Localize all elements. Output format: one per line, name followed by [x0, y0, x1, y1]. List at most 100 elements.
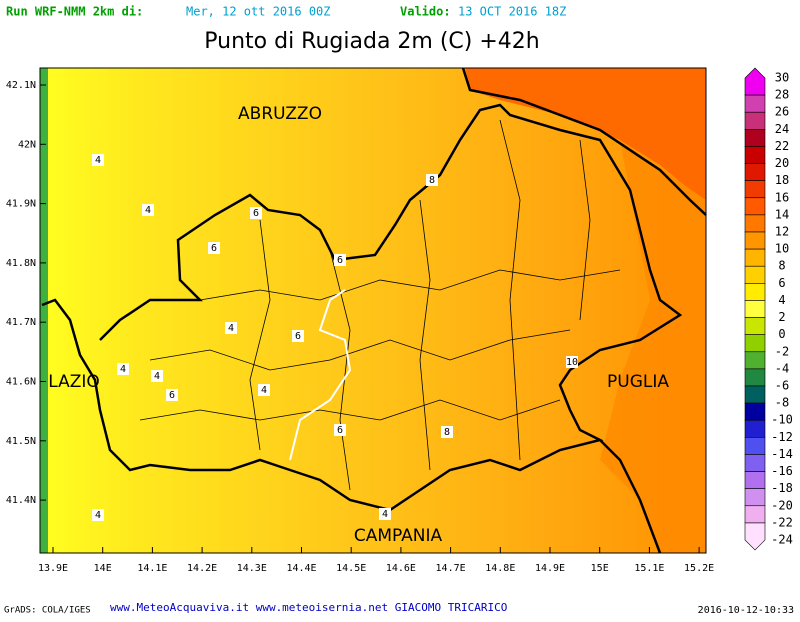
colorbar-label: -10: [771, 413, 793, 427]
colorbar-box: [744, 317, 766, 335]
colorbar-label: -20: [771, 498, 793, 512]
colorbar-box: [744, 419, 766, 438]
colorbar-label: 4: [778, 293, 785, 307]
run-label: Run WRF-NMM 2km di:: [6, 5, 143, 19]
lon-label: 14E: [94, 563, 112, 574]
contour-label: 4: [145, 205, 151, 216]
lon-label: 14.9E: [535, 563, 565, 574]
run-date: Mer, 12 ott 2016 00Z: [186, 5, 331, 19]
lon-label: 13.9E: [38, 563, 68, 574]
contour-label: 6: [211, 243, 217, 254]
field-cold: [40, 68, 48, 553]
colorbar-box: [744, 454, 766, 472]
contour-label-bg: [566, 356, 578, 368]
contour-label: 4: [95, 510, 101, 521]
colorbar-label: 28: [775, 88, 789, 102]
contour-label: 6: [253, 208, 259, 219]
lat-label: 41.9N: [6, 199, 36, 210]
colorbar-box: [744, 214, 766, 233]
region-label: CAMPANIA: [354, 526, 443, 546]
contour-label: 4: [382, 509, 388, 520]
lat-label: 42.1N: [6, 80, 36, 91]
frame: [39, 67, 707, 554]
colorbar-box: [744, 488, 766, 507]
colorbar-label: -2: [775, 344, 789, 358]
contour-label-bg: [92, 154, 104, 166]
valid-date: 13 OCT 2016 18Z: [458, 5, 566, 19]
colorbar-box: [744, 437, 766, 455]
timestamp: 2016-10-12-10:33: [698, 605, 794, 616]
contour-label: 6: [295, 331, 301, 342]
region-borders: [41, 67, 707, 554]
colorbar-box: [744, 334, 766, 353]
contour-label-bg: [142, 204, 154, 216]
colorbar-label: 8: [778, 259, 785, 273]
contour-label-bg: [225, 322, 237, 334]
region-label: PUGLIA: [607, 372, 669, 392]
colorbar-label: -6: [775, 379, 789, 393]
colorbar-label: -22: [771, 515, 793, 529]
field: [40, 68, 706, 553]
lon-label: 14.3E: [237, 563, 267, 574]
contour-label: 4: [120, 364, 126, 375]
contour-label-bg: [292, 330, 304, 342]
contour-label-bg: [426, 174, 438, 186]
colorbar-label: 6: [778, 276, 785, 290]
contour-label: 4: [261, 385, 267, 396]
lon-label: 14.5E: [336, 563, 366, 574]
lat-label: 41.7N: [6, 317, 36, 328]
colorbar-label: 0: [778, 327, 785, 341]
lon-label: 15.1E: [634, 563, 664, 574]
colorbar-label: 22: [775, 139, 789, 153]
colorbar-label: -18: [771, 481, 793, 495]
lon-label: 14.7E: [436, 563, 466, 574]
colorbar-box: [744, 248, 766, 267]
colorbar-box: [744, 471, 766, 489]
colorbar-box: [744, 146, 766, 164]
colorbar-label: -24: [771, 533, 793, 547]
colorbar-label: -4: [775, 361, 789, 375]
colorbar-label: 16: [775, 190, 789, 204]
contour-label: 8: [429, 175, 435, 186]
lon-label: 14.1E: [137, 563, 167, 574]
lat-label: 41.4N: [6, 495, 36, 506]
region-label: ABRUZZO: [238, 104, 322, 124]
colorbar-box: [744, 402, 766, 421]
contour-label-bg: [379, 508, 391, 520]
province-border: [289, 289, 352, 461]
map-area: [39, 67, 707, 554]
valid-label: Valido:: [400, 5, 451, 19]
colorbar-box: [744, 351, 766, 370]
contour-label: 8: [444, 427, 450, 438]
contour-label: 6: [337, 255, 343, 266]
colorbar-label: -12: [771, 430, 793, 444]
lat-label: 41.5N: [6, 436, 36, 447]
colorbar-box: [744, 300, 766, 318]
colorbar-cap: [744, 522, 766, 551]
colorbar-label: 18: [775, 173, 789, 187]
contour-label-bg: [166, 389, 178, 401]
colorbar-box: [744, 180, 766, 199]
credits: GrADS: COLA/IGES: [4, 606, 91, 616]
contour-label-bg: [250, 207, 262, 219]
colorbar-box: [744, 94, 766, 113]
contour-label: 10: [566, 357, 578, 368]
lon-label: 14.4E: [286, 563, 316, 574]
colorbar-box: [744, 231, 766, 250]
colorbar-box: [744, 129, 766, 147]
colorbar-label: -16: [771, 464, 793, 478]
contour-label: 4: [154, 371, 160, 382]
colorbar-label: 20: [775, 156, 789, 170]
field-warm-east: [600, 140, 706, 553]
region-label: LAZIO: [48, 372, 100, 392]
lon-label: 14.6E: [386, 563, 416, 574]
contour-label-bg: [334, 254, 346, 266]
contour-label: 6: [169, 390, 175, 401]
lat-label: 41.6N: [6, 377, 36, 388]
contour-label-bg: [258, 384, 270, 396]
colorbar-box: [744, 197, 766, 216]
colorbar-box: [744, 265, 766, 284]
colorbar-label: 2: [778, 310, 785, 324]
